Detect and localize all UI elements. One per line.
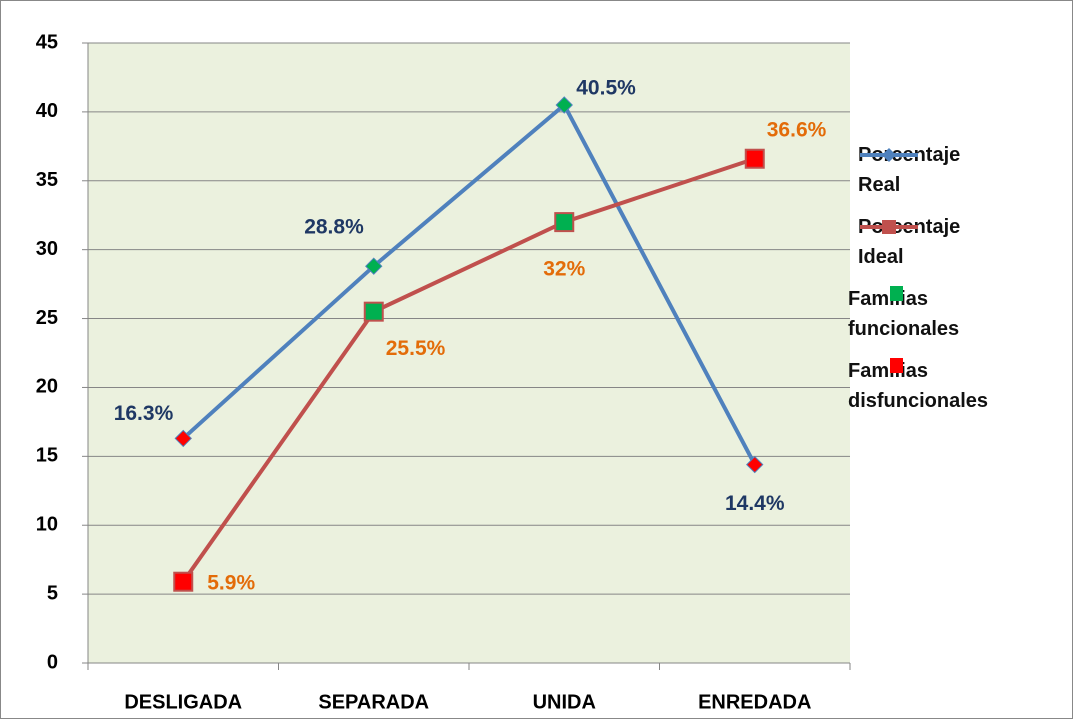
legend: Porcentaje Real Porcentaje Ideal Familias … <box>848 140 1068 428</box>
y-tick-label: 10 <box>36 514 58 536</box>
legend-entry: Porcentaje Real <box>858 140 1068 200</box>
legend-entry: Familias disfuncionales <box>848 356 1068 416</box>
legend-marker <box>882 220 896 234</box>
legend-key <box>860 220 918 234</box>
legend-key <box>860 148 918 162</box>
legend-key <box>890 286 903 301</box>
data-label: 5.9% <box>207 571 255 594</box>
legend-entry: Porcentaje Ideal <box>858 212 1068 272</box>
series-line <box>181 101 757 466</box>
marker <box>744 148 765 169</box>
legend-label: Familias disfuncionales <box>848 360 989 412</box>
data-label: 14.4% <box>725 492 785 515</box>
y-tick-label: 25 <box>36 307 58 329</box>
y-tick-label: 45 <box>36 31 58 53</box>
legend-marker <box>890 358 903 373</box>
series-line <box>181 156 756 583</box>
data-label: 28.8% <box>304 216 364 239</box>
y-tick-label: 20 <box>36 376 58 398</box>
marker <box>365 257 383 275</box>
data-label: 25.5% <box>386 337 446 360</box>
marker <box>555 96 573 114</box>
data-label: 40.5% <box>576 77 636 100</box>
marker <box>363 301 384 322</box>
y-tick-label: 15 <box>36 445 58 467</box>
x-tick-label: ENREDADA <box>698 691 811 713</box>
x-tick-label: SEPARADA <box>318 691 429 713</box>
data-label: 16.3% <box>114 402 174 425</box>
y-tick-label: 35 <box>36 169 58 191</box>
marker <box>173 571 194 592</box>
y-tick-label: 30 <box>36 238 58 260</box>
plot-area <box>88 43 850 663</box>
marker <box>174 429 192 448</box>
y-tick-label: 5 <box>47 582 58 604</box>
data-label: 36.6% <box>767 118 827 141</box>
legend-marker <box>882 148 896 162</box>
marker <box>554 212 575 233</box>
data-label: 32% <box>543 258 585 281</box>
legend-label: Familias funcionales <box>848 288 960 340</box>
legend-marker <box>890 286 903 301</box>
x-tick-label: DESLIGADA <box>124 691 242 713</box>
y-tick-label: 40 <box>36 100 58 122</box>
x-tick-label: UNIDA <box>533 691 596 713</box>
marker <box>746 455 764 474</box>
legend-key <box>890 358 903 373</box>
legend-entry: Familias funcionales <box>848 284 1068 344</box>
y-tick-label: 0 <box>47 651 58 673</box>
